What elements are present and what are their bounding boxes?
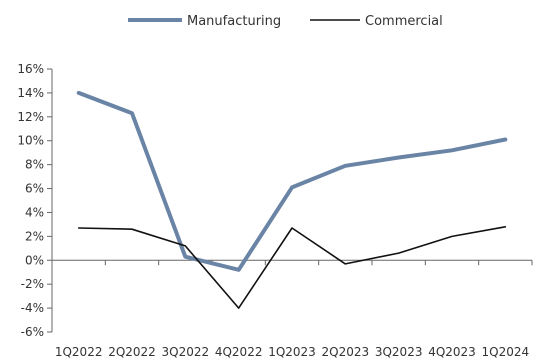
x-tick-label: 2Q2022	[108, 345, 156, 359]
y-tick-label: 16%	[17, 62, 44, 76]
y-tick-label: 2%	[25, 229, 44, 243]
series-layer	[76, 90, 508, 309]
legend-item-manufacturing: Manufacturing	[128, 14, 281, 29]
x-tick-label: 4Q2022	[215, 345, 263, 359]
x-tick-label: 1Q2024	[482, 345, 530, 359]
y-tick-label: 10%	[17, 134, 44, 148]
y-tick-label: 12%	[17, 110, 44, 124]
x-tick-label: 4Q2023	[428, 345, 476, 359]
y-axis: 16% 14% 12% 10% 8% 6% 4% 2% 0% -2% -4% -6%	[17, 62, 53, 339]
y-tick-label: 6%	[25, 182, 44, 196]
legend-label: Manufacturing	[187, 14, 281, 29]
x-tick-label: 1Q2022	[55, 345, 103, 359]
legend: Manufacturing Commercial	[128, 14, 443, 29]
series-line-commercial	[77, 226, 507, 309]
legend-item-commercial: Commercial	[310, 14, 443, 29]
y-tick-label: -4%	[21, 301, 44, 315]
y-tick-label: -6%	[21, 325, 44, 339]
x-tick-label: 3Q2022	[162, 345, 210, 359]
legend-label: Commercial	[365, 14, 443, 29]
y-tick-label: 0%	[25, 253, 44, 267]
x-tick-label: 2Q2023	[322, 345, 370, 359]
x-axis: 1Q2022 2Q2022 3Q2022 4Q2022 1Q2023 2Q2023 3Q20…	[51, 259, 533, 359]
series-line-manufacturing	[76, 90, 508, 272]
x-tick-label: 3Q2023	[375, 345, 423, 359]
y-tick-label: 8%	[25, 158, 44, 172]
x-tick-label: 1Q2023	[268, 345, 316, 359]
y-tick-label: 4%	[25, 205, 44, 219]
y-tick-label: 14%	[17, 86, 44, 100]
y-tick-label: -2%	[21, 277, 44, 291]
